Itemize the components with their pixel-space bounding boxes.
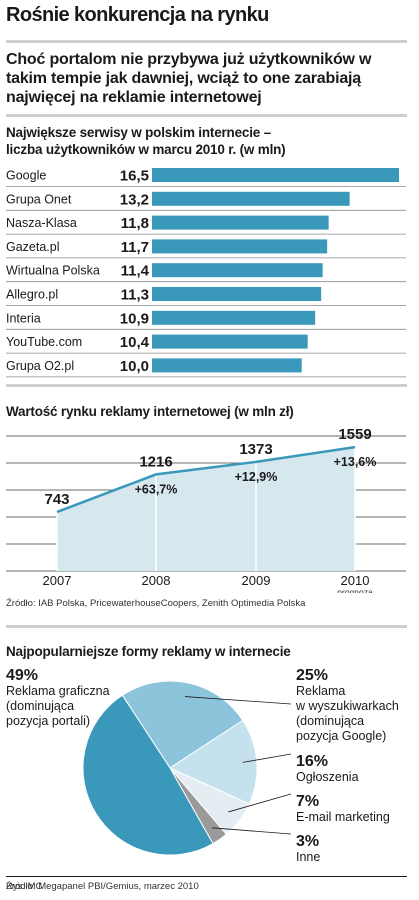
forms-pie-chart: 49%Reklama graficzna (dominująca pozycja p… — [6, 667, 399, 864]
bar — [152, 334, 308, 349]
slice-percent-label: 3% — [296, 833, 319, 850]
bar-category-label: Gazeta.pl — [6, 240, 60, 254]
infographic-subtitle: Choć portalom nie przybywa już użytkowni… — [6, 51, 372, 106]
growth-label: +12,9% — [235, 470, 278, 484]
bar — [152, 358, 302, 373]
leader-line — [228, 793, 292, 813]
divider — [6, 625, 407, 628]
forms-source: Źródło: Megapanel PBI/Gemius, marzec 201… — [6, 881, 199, 892]
divider — [6, 384, 407, 387]
area-fill — [57, 447, 355, 571]
bar — [152, 287, 322, 301]
leader-line — [211, 827, 292, 835]
bar-category-label: Interia — [6, 311, 41, 325]
slice-name-label: Reklama w wyszukiwarkach (dominująca pozycj… — [295, 684, 399, 743]
slice-percent-label: 49% — [6, 667, 38, 684]
data-value-label: 1559 — [338, 428, 371, 443]
growth-label: +63,7% — [135, 482, 178, 496]
users-bar-chart: Google 16,5 Grupa Onet 13,2 Nasza-Klasa 11,8 G… — [6, 168, 406, 378]
pie-slice — [168, 719, 258, 805]
bar-category-label: YouTube.com — [6, 335, 82, 349]
x-tick-label: 2007 — [43, 573, 72, 588]
footer-rule — [6, 876, 407, 877]
bar-value-label: 11,3 — [121, 287, 149, 304]
slice-name-label: Inne — [296, 850, 320, 864]
bar-category-label: Grupa Onet — [6, 192, 72, 206]
bar-value-label: 11,7 — [121, 239, 149, 256]
graphic-credit: Rys. MC — [6, 881, 43, 892]
slice-name-label: Reklama graficzna (dominująca pozycja port… — [6, 684, 110, 728]
market-chart-heading: Wartość rynku reklamy internetowej (w ml… — [6, 404, 294, 419]
users-chart-heading: Największe serwisy w polskim internecie … — [6, 125, 286, 157]
slice-name-label: Ogłoszenia — [296, 770, 359, 784]
bar — [152, 310, 316, 325]
pie-slice — [121, 680, 244, 769]
growth-label: +13,6% — [334, 455, 377, 469]
infographic-title: Rośnie konkurencja na rynku — [6, 4, 269, 26]
x-tick-label: 2008 — [142, 573, 171, 588]
bar-category-label: Nasza-Klasa — [6, 216, 77, 230]
bar — [152, 263, 323, 278]
data-value-label: 1373 — [239, 441, 272, 458]
market-area-chart: 743 2007 1216 +63,7% 2008 1373 +12,9% 2009 1559 +… — [6, 428, 406, 593]
bar-category-label: Allegro.pl — [6, 288, 58, 302]
bar-category-label: Wirtualna Polska — [6, 264, 100, 278]
bar-value-label: 11,4 — [121, 263, 150, 280]
x-tick-label: 2009 — [242, 573, 271, 588]
bar-value-label: 13,2 — [120, 191, 149, 208]
x-tick-label: 2010 — [341, 573, 370, 588]
bar-value-label: 10,4 — [120, 334, 150, 351]
pie-slice — [82, 694, 214, 856]
bar-value-label: 11,8 — [121, 215, 149, 232]
forecast-note: prognoza — [337, 587, 373, 593]
leader-line — [184, 696, 292, 705]
forms-chart-heading: Najpopularniejsze formy reklamy w intern… — [6, 644, 291, 659]
bar-value-label: 16,5 — [120, 168, 149, 185]
slice-percent-label: 25% — [296, 667, 328, 684]
bar — [152, 215, 329, 230]
bar — [152, 191, 350, 206]
bar-category-label: Grupa O2.pl — [6, 359, 74, 373]
slice-percent-label: 7% — [296, 793, 319, 810]
bar — [152, 168, 399, 182]
series-line — [56, 445, 356, 514]
leader-line — [242, 753, 292, 763]
slice-percent-label: 16% — [296, 753, 328, 770]
bar-category-label: Google — [6, 169, 46, 183]
bar — [152, 239, 328, 254]
market-source: Źródło: IAB Polska, PricewaterhouseCoope… — [6, 598, 306, 609]
slice-name-label: E-mail marketing — [296, 810, 390, 824]
divider — [6, 114, 407, 117]
data-value-label: 743 — [44, 491, 69, 508]
divider — [6, 40, 407, 43]
bar-value-label: 10,9 — [120, 310, 149, 327]
data-value-label: 1216 — [139, 453, 172, 470]
bar-value-label: 10,0 — [120, 358, 149, 375]
